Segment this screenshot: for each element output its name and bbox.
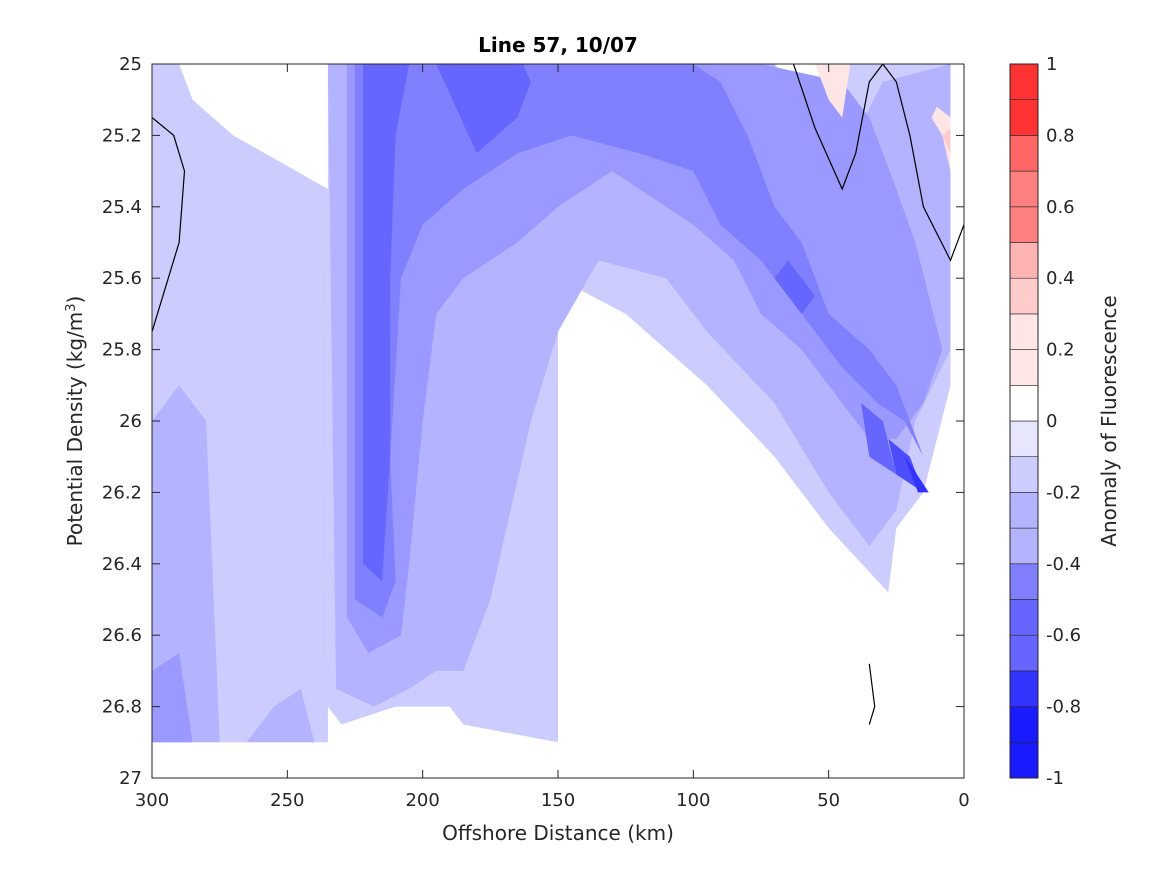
zero-contour-lines [152, 64, 964, 725]
colorbar-segment-8 [1009, 456, 1039, 493]
colorbar-tick-label-5: 0 [1046, 411, 1057, 432]
colorbar-segment-0 [1009, 741, 1039, 779]
chart-title: Line 57, 10/07 [478, 33, 638, 57]
colorbar-ticks: 1 0.8 0.6 0.4 0.2 0 -0.2 -0.4 -0.6 -0.8 -1 [1046, 54, 1081, 789]
colorbar-tick-label-6: -0.2 [1046, 482, 1081, 503]
contour-region-16 [942, 128, 951, 154]
y-tick-label-4: 25.8 [102, 340, 142, 361]
x-axis: 300 250 200 150 100 50 0 [135, 64, 970, 811]
colorbar-segment-14 [1009, 242, 1039, 279]
zero-contour-line-0 [152, 117, 186, 332]
y-tick-label-10: 27 [119, 768, 142, 789]
colorbar-segment-15 [1009, 206, 1039, 243]
contour-region-9 [436, 64, 531, 154]
colorbar-segment-6 [1009, 527, 1039, 565]
colorbar-segment-9 [1009, 420, 1039, 458]
colorbar-tick-label-1: 0.8 [1046, 125, 1075, 146]
y-tick-label-0: 25 [119, 54, 142, 75]
x-tick-label-4: 100 [676, 790, 710, 811]
y-axis: 25 25.2 25.4 25.6 25.8 26 26.2 26.4 26.6 26.8 27 [102, 54, 964, 789]
contour-region-15 [931, 106, 951, 172]
y-tick-label-2: 25.4 [102, 197, 142, 218]
y-tick-label-7: 26.4 [102, 554, 142, 575]
y-axis-label-suffix: ) [63, 296, 87, 304]
x-tick-label-3: 150 [541, 790, 575, 811]
contour-region-13 [904, 456, 929, 493]
colorbar-segment-11 [1009, 349, 1039, 386]
colorbar-segment-7 [1009, 492, 1039, 529]
colorbar-segment-4 [1009, 599, 1039, 636]
contour-region-11 [861, 403, 897, 475]
x-axis-label: Offshore Distance (km) [442, 821, 674, 845]
colorbar-segment-3 [1009, 634, 1039, 672]
colorbar-tick-label-10: -1 [1046, 768, 1064, 789]
colorbar-segment-12 [1009, 313, 1039, 350]
contour-region-10 [774, 260, 816, 314]
colorbar [1009, 63, 1039, 779]
y-axis-label-superscript: 3 [64, 303, 79, 311]
zero-contour-line-2 [868, 663, 876, 725]
colorbar-segment-5 [1009, 563, 1039, 600]
colorbar-segment-18 [1009, 99, 1039, 136]
colorbar-tick-label-2: 0.6 [1046, 197, 1075, 218]
contour-fill-regions [152, 64, 951, 743]
y-axis-label-main: Potential Density (kg/m [63, 312, 87, 547]
colorbar-tick-label-9: -0.8 [1046, 697, 1081, 718]
x-tick-label-0: 300 [135, 790, 169, 811]
x-tick-label-2: 200 [405, 790, 439, 811]
zero-contour-line-1 [792, 64, 964, 262]
colorbar-segment-1 [1009, 706, 1039, 743]
colorbar-segment-10 [1009, 384, 1039, 422]
contour-region-7 [355, 64, 924, 618]
contour-region-3 [152, 653, 193, 743]
colorbar-label: Anomaly of Fluorescence [1097, 295, 1121, 546]
colorbar-segment-13 [1009, 277, 1039, 315]
colorbar-tick-label-0: 1 [1046, 54, 1057, 75]
y-tick-label-3: 25.6 [102, 268, 142, 289]
colorbar-segment-16 [1009, 170, 1039, 208]
x-tick-label-1: 250 [270, 790, 304, 811]
y-tick-label-9: 26.8 [102, 697, 142, 718]
y-tick-label-6: 26.2 [102, 482, 142, 503]
x-tick-label-5: 50 [817, 790, 840, 811]
colorbar-tick-label-4: 0.2 [1046, 340, 1075, 361]
colorbar-tick-label-8: -0.6 [1046, 625, 1081, 646]
colorbar-segment-2 [1009, 670, 1039, 707]
contour-region-1 [152, 385, 220, 743]
contour-region-8 [363, 64, 410, 582]
x-tick-label-6: 0 [958, 790, 969, 811]
colorbar-segment-19 [1009, 63, 1039, 101]
contour-region-2 [246, 688, 315, 743]
colorbar-frame [1009, 63, 1039, 779]
colorbar-tick-label-7: -0.4 [1046, 554, 1081, 575]
y-tick-label-5: 26 [119, 411, 142, 432]
y-tick-label-8: 26.6 [102, 625, 142, 646]
y-axis-label: Potential Density (kg/m3) [63, 296, 87, 547]
contour-region-6 [346, 64, 943, 653]
colorbar-tick-label-3: 0.4 [1046, 268, 1075, 289]
y-tick-label-1: 25.2 [102, 125, 142, 146]
colorbar-segment-17 [1009, 135, 1039, 172]
contour-region-14 [815, 64, 851, 118]
